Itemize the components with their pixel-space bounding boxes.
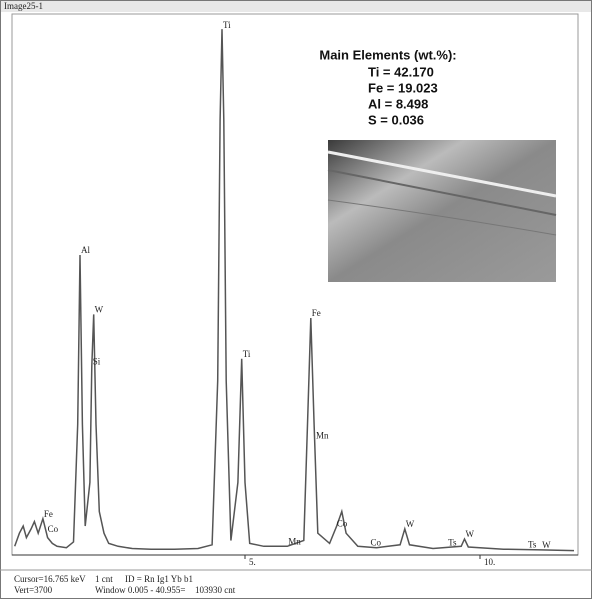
status-window: Window 0.005 - 40.955= xyxy=(95,585,185,595)
spectrum xyxy=(13,29,575,552)
peak-label: Mn xyxy=(288,536,301,546)
info-line: Fe = 19.023 xyxy=(368,80,438,95)
status-total: 103930 cnt xyxy=(195,585,236,595)
peak-label: Al xyxy=(81,245,90,255)
peak-label: Ts xyxy=(528,540,537,550)
peak-label: Ti xyxy=(243,349,251,359)
status-cursor: Cursor=16.765 keV xyxy=(14,574,86,584)
peak-label: Si xyxy=(93,356,101,366)
title-bar xyxy=(1,1,591,12)
peak-label: Ts xyxy=(448,537,457,547)
peak-label: W xyxy=(95,304,104,314)
window-title: Image25-1 xyxy=(4,1,43,11)
status-vert: Vert=3700 xyxy=(14,585,53,595)
peak-label: Co xyxy=(337,518,348,528)
status-id: ID = Rn Ig1 Yb b1 xyxy=(125,574,193,584)
info-line: Al = 8.498 xyxy=(368,96,428,111)
peak-label: Ti xyxy=(223,20,231,30)
peak-label: W xyxy=(406,519,415,529)
peak-label: Co xyxy=(48,524,59,534)
peak-label: Mn xyxy=(316,431,329,441)
info-line: S = 0.036 xyxy=(368,112,424,127)
peak-label: Fe xyxy=(312,308,321,318)
sem-image xyxy=(327,140,557,282)
x-tick-label: 10. xyxy=(484,557,495,567)
x-tick-label: 5. xyxy=(249,557,256,567)
peak-label: Fe xyxy=(44,509,53,519)
peak-label: Co xyxy=(371,537,382,547)
peak-label: W xyxy=(542,540,551,550)
info-line: Ti = 42.170 xyxy=(368,64,434,79)
status-counts: 1 cnt xyxy=(95,574,113,584)
peak-label: W xyxy=(465,529,474,539)
info-title: Main Elements (wt.%): xyxy=(319,47,456,62)
